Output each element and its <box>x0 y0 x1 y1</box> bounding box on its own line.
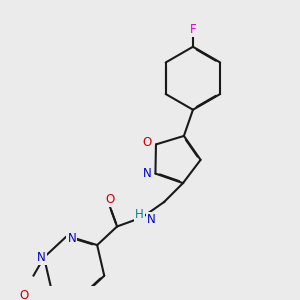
Text: N: N <box>147 213 156 226</box>
Text: N: N <box>142 167 151 180</box>
Text: F: F <box>190 23 196 36</box>
Text: O: O <box>105 193 115 206</box>
Text: N: N <box>68 232 76 245</box>
Text: N: N <box>37 251 46 264</box>
Text: H: H <box>135 208 144 221</box>
Text: O: O <box>19 289 28 300</box>
Text: O: O <box>143 136 152 149</box>
